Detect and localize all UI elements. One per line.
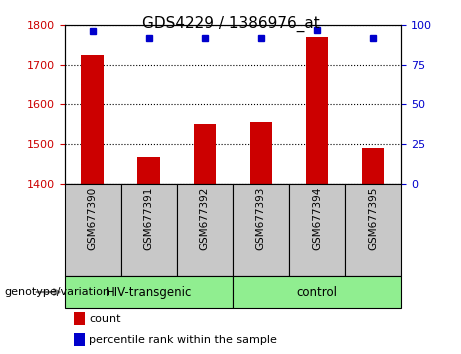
Text: HIV-transgenic: HIV-transgenic xyxy=(106,286,192,298)
Text: count: count xyxy=(89,314,120,324)
Bar xyxy=(233,276,401,308)
Bar xyxy=(82,55,104,184)
Text: GSM677390: GSM677390 xyxy=(88,187,98,250)
Text: GSM677393: GSM677393 xyxy=(256,187,266,250)
Text: GSM677395: GSM677395 xyxy=(368,187,378,250)
Bar xyxy=(233,184,289,276)
Text: GSM677392: GSM677392 xyxy=(200,187,210,250)
Bar xyxy=(121,184,177,276)
Bar xyxy=(194,124,216,184)
Text: genotype/variation: genotype/variation xyxy=(5,287,111,297)
Text: GDS4229 / 1386976_at: GDS4229 / 1386976_at xyxy=(142,16,319,32)
Text: control: control xyxy=(296,286,337,298)
Bar xyxy=(345,184,401,276)
Text: GSM677394: GSM677394 xyxy=(312,187,322,250)
Bar xyxy=(65,184,121,276)
Bar xyxy=(306,37,328,184)
Bar xyxy=(289,184,345,276)
Bar xyxy=(177,184,233,276)
Text: GSM677391: GSM677391 xyxy=(144,187,154,250)
Bar xyxy=(65,276,233,308)
Bar xyxy=(250,122,272,184)
Bar xyxy=(137,157,160,184)
Text: percentile rank within the sample: percentile rank within the sample xyxy=(89,335,277,345)
Bar xyxy=(362,148,384,184)
